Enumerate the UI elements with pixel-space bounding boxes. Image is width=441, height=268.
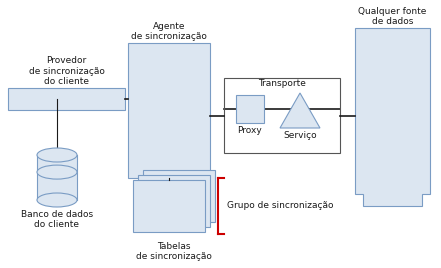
Text: Provedor
de sincronização
do cliente: Provedor de sincronização do cliente (29, 56, 105, 86)
Bar (128, 43, 210, 178)
Text: Banco de dados
do cliente: Banco de dados do cliente (21, 210, 93, 229)
Text: Tabelas
de sincronização: Tabelas de sincronização (136, 242, 212, 261)
Bar (236, 95, 264, 123)
Polygon shape (280, 93, 320, 128)
Bar (224, 78, 340, 153)
Text: Qualquer fonte
de dados: Qualquer fonte de dados (358, 7, 427, 26)
Bar (37, 155, 77, 200)
Bar (138, 175, 210, 227)
Text: Proxy: Proxy (238, 126, 262, 135)
Text: Agente
de sincronização: Agente de sincronização (131, 22, 207, 41)
Text: Serviço: Serviço (283, 131, 317, 140)
Ellipse shape (37, 193, 77, 207)
Bar (133, 180, 205, 232)
Text: Transporte: Transporte (258, 79, 306, 88)
Ellipse shape (37, 148, 77, 162)
Bar (8, 88, 125, 110)
Polygon shape (355, 28, 430, 206)
Bar (143, 170, 215, 222)
Ellipse shape (37, 165, 77, 179)
Text: Grupo de sincronização: Grupo de sincronização (227, 202, 333, 210)
